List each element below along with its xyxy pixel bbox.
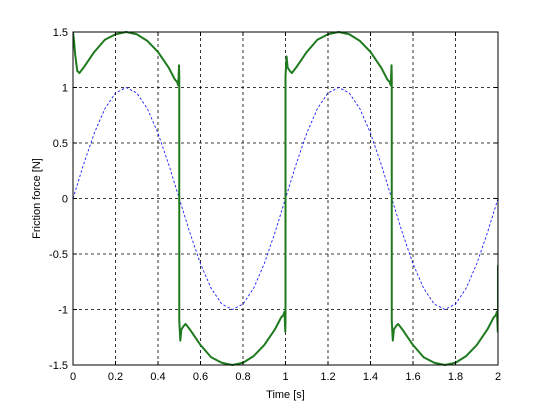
- y-tick-label: 0.5: [53, 138, 68, 150]
- series-line-solid: [73, 31, 498, 366]
- y-tick-label: 1: [62, 83, 68, 95]
- x-tick-label: 0.4: [150, 371, 165, 383]
- y-tick-label: -0.5: [49, 249, 68, 261]
- x-tick-label: 0: [70, 371, 76, 383]
- x-tick-label: 1.4: [363, 371, 378, 383]
- series-group: [73, 31, 498, 366]
- x-tick-label: 1.6: [405, 371, 420, 383]
- y-tick-label: -1: [58, 305, 68, 317]
- x-tick-label: 1.2: [320, 371, 335, 383]
- x-tick-label: 0.2: [108, 371, 123, 383]
- x-tick-label: 1.8: [448, 371, 463, 383]
- x-tick-label: 1: [282, 371, 288, 383]
- x-tick-label: 2: [495, 371, 501, 383]
- y-tick-label: 0: [62, 194, 68, 206]
- x-axis-label: Time [s]: [266, 389, 305, 401]
- y-tick-label: -1.5: [49, 360, 68, 372]
- x-tick-label: 0.8: [235, 371, 250, 383]
- axis-ticks: 0 0.2 0.4 0.6 0.8 1 1.2 1.4 1.6 1.8 2 -1.5 -1 -0.5 0 0.…: [49, 27, 501, 383]
- x-tick-label: 0.6: [193, 371, 208, 383]
- y-tick-label: 1.5: [53, 27, 68, 39]
- y-axis-label: Friction force [N]: [31, 158, 43, 239]
